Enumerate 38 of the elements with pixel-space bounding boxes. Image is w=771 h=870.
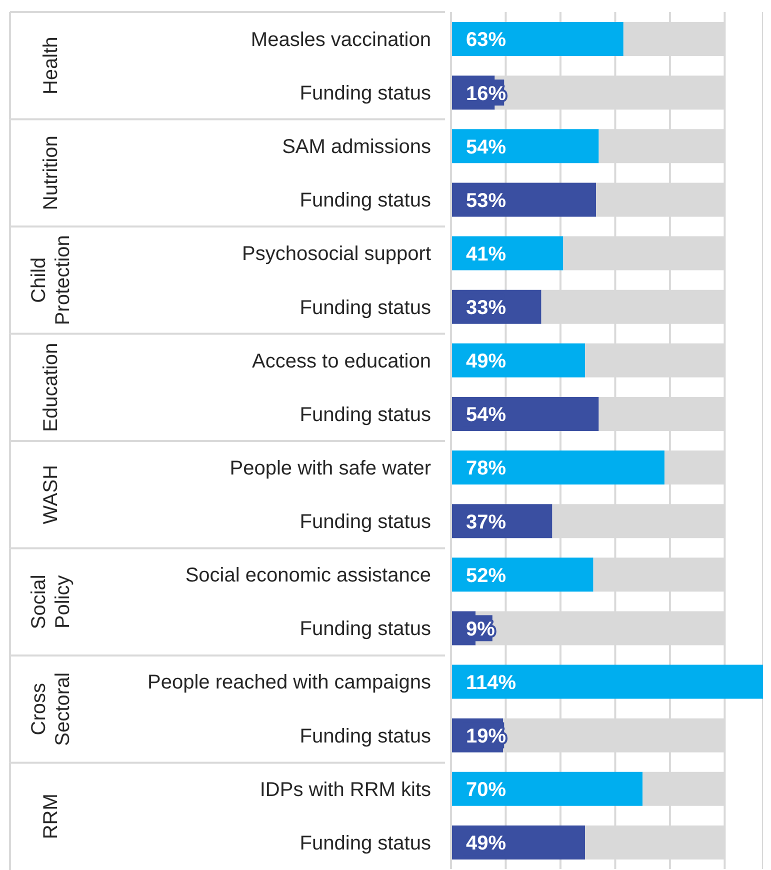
- data-label: 52%: [466, 564, 506, 587]
- y-tick-label: Funding status: [300, 82, 431, 105]
- y-tick-label: People reached with campaigns: [147, 672, 431, 694]
- data-label: 53%: [466, 190, 506, 212]
- y-tick-label: Measles vaccination: [250, 28, 431, 51]
- text: Education: [40, 342, 62, 432]
- text: Nutrition: [40, 136, 62, 210]
- data-label: 33%: [466, 297, 506, 320]
- y-tick-label: Funding status: [300, 296, 431, 319]
- data-label: 54%: [466, 136, 506, 158]
- text: Cross Sectoral: [28, 672, 74, 746]
- data-label: 49%: [466, 832, 506, 855]
- data-label: 49%: [466, 350, 506, 373]
- data-label: 54%: [466, 404, 506, 426]
- data-label: 78%: [466, 458, 506, 480]
- y-tick-label: Funding status: [300, 618, 431, 640]
- y-tick-label: Funding status: [300, 404, 431, 426]
- y-tick-label: Social economic assistance: [185, 564, 431, 587]
- y-tick-label: Funding status: [300, 190, 431, 212]
- y-tick-label: Access to education: [252, 350, 431, 372]
- y-tick-label: IDPs with RRM kits: [260, 778, 431, 801]
- text: WASH: [40, 464, 62, 524]
- y-tick-label: Funding status: [300, 511, 431, 534]
- y-tick-label: SAM admissions: [282, 136, 431, 158]
- data-label: 114%: [466, 672, 516, 694]
- text: RRM: [40, 794, 62, 840]
- data-label: 63%: [466, 29, 506, 52]
- y-tick-label: Funding status: [300, 832, 431, 854]
- y-tick-label: People with safe water: [230, 457, 432, 480]
- data-label: 37%: [466, 511, 506, 534]
- text: Health: [40, 36, 62, 95]
- bar: [451, 664, 763, 699]
- y-tick-label: Funding status: [300, 725, 431, 748]
- data-label: 70%: [466, 779, 506, 802]
- data-label: 41%: [466, 243, 506, 266]
- text: Social Policy: [28, 574, 74, 630]
- text: Child Protection: [28, 235, 74, 326]
- y-tick-label: Psychosocial support: [242, 243, 432, 266]
